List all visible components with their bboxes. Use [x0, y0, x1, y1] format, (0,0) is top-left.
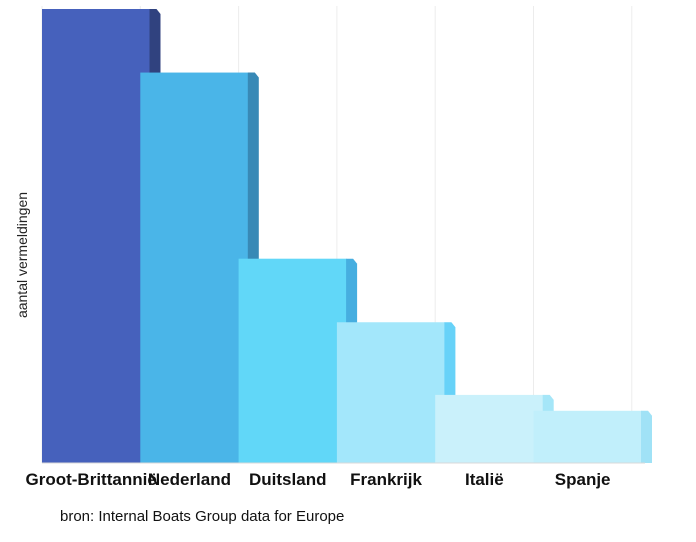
bars: [42, 9, 652, 463]
category-label: Groot-Brittannië: [26, 470, 157, 489]
bar: [533, 410, 642, 463]
category-label: Duitsland: [249, 470, 326, 489]
source-note: bron: Internal Boats Group data for Euro…: [60, 508, 345, 525]
category-label: Frankrijk: [350, 470, 422, 489]
category-label: Nederland: [148, 470, 231, 489]
y-axis-label: aantal vermeldingen: [14, 192, 30, 318]
bar: [42, 9, 150, 463]
category-label: Spanje: [555, 470, 611, 489]
category-label: Italië: [465, 470, 504, 489]
bar-side: [641, 410, 652, 463]
bar: [238, 258, 347, 463]
bar: [140, 72, 249, 463]
bar: [336, 322, 445, 463]
bar: [435, 394, 544, 463]
